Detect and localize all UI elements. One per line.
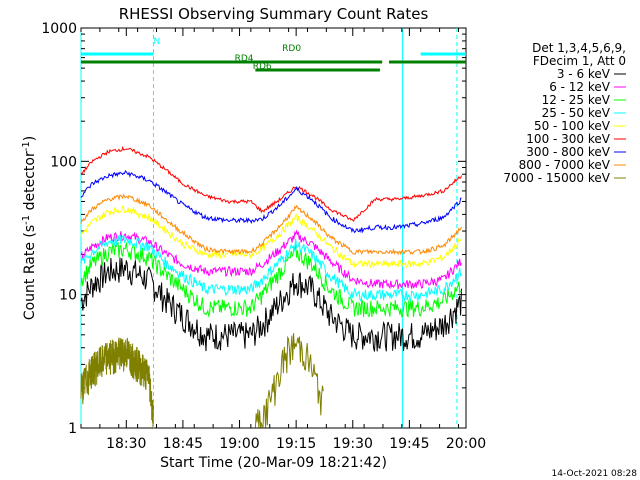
legend-item-8: 7000 - 15000 keV <box>503 171 610 185</box>
y-axis-label: Count Rate (s-1 detector-1) <box>21 136 39 320</box>
legend-header-0: Det 1,3,4,5,6,9, <box>532 41 626 55</box>
series-line-1 <box>80 229 462 290</box>
y-tick-label: 10 <box>59 288 77 304</box>
x-tick-label: 19:45 <box>389 436 429 452</box>
chart-title: RHESSI Observing Summary Count Rates <box>119 5 429 23</box>
y-tick-label: 1 <box>68 421 77 437</box>
x-axis-label: Start Time (20-Mar-09 18:21:42) <box>160 455 387 471</box>
x-tick-label: 19:15 <box>276 436 316 452</box>
footer-timestamp: 14-Oct-2021 08:28 <box>552 469 638 479</box>
series-line-0 <box>80 257 462 352</box>
x-tick-label: 19:30 <box>333 436 373 452</box>
legend-item-6: 300 - 800 keV <box>526 145 610 159</box>
series-line-7 <box>80 193 462 256</box>
series-line-5 <box>80 145 462 222</box>
legend-item-0: 3 - 6 keV <box>557 67 611 81</box>
legend-item-5: 100 - 300 keV <box>526 132 610 146</box>
legend-item-3: 25 - 50 keV <box>542 106 611 120</box>
x-tick-label: 18:45 <box>163 436 203 452</box>
x-tick-label: 20:00 <box>446 436 486 452</box>
y-tick-label: 1000 <box>41 21 77 37</box>
legend-item-1: 6 - 12 keV <box>549 80 611 94</box>
series-line-olive-b <box>254 333 324 428</box>
x-tick-label: 19:00 <box>219 436 259 452</box>
legend-item-7: 800 - 7000 keV <box>519 158 611 172</box>
series-line-3 <box>80 234 462 303</box>
series-line-2 <box>80 241 462 319</box>
legend-header-1: FDecim 1, Att 0 <box>533 54 626 68</box>
status-label-rd0: RD0 <box>282 44 301 54</box>
status-label-n: N <box>154 37 161 47</box>
x-tick-label: 18:30 <box>106 436 146 452</box>
series-line-4 <box>80 204 462 269</box>
legend-item-2: 12 - 25 keV <box>542 93 611 107</box>
y-tick-label: 100 <box>50 154 77 170</box>
series-line-6 <box>80 169 462 234</box>
status-label-rd4: RD4 <box>235 54 254 64</box>
series-line-8 <box>80 337 154 428</box>
legend-item-4: 50 - 100 keV <box>534 119 611 133</box>
status-label-rd6: RD6 <box>253 62 272 72</box>
